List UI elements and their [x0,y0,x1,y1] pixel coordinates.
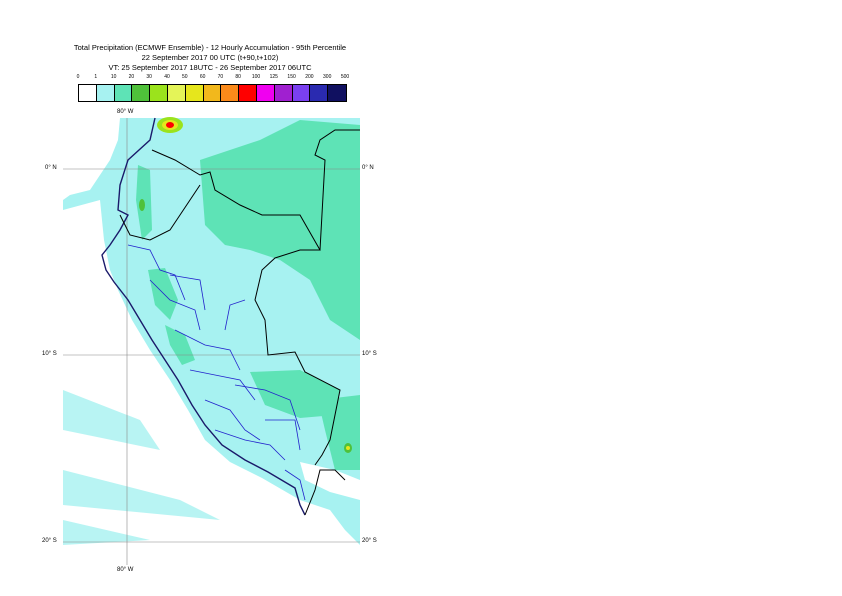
lat-label-20s-right: 20° S [362,538,377,544]
lat-label-10s-right: 10° S [362,351,377,357]
legend-swatch [132,85,151,101]
legend-tick: 80 [235,74,241,80]
lon-label-bottom: 80° W [117,567,134,573]
lat-label-eq-left: 0° N [45,165,57,171]
legend-tick: 200 [305,74,314,80]
legend-tick: 150 [287,74,296,80]
legend-tick-labels: 0 1 10 20 30 40 50 60 70 80 100 125 150 200 300 500 [0,74,842,84]
legend-swatch [150,85,168,101]
lat-label-eq-right: 0° N [362,165,374,171]
legend-tick: 10 [110,74,117,80]
legend-swatch [310,85,329,101]
legend-swatch [328,85,346,101]
legend-tick: 20 [128,74,135,80]
lon-label-top: 80° W [117,109,134,115]
legend-tick: 70 [217,74,224,80]
lat-label-20s-left: 20° S [42,538,57,544]
coastline [101,117,306,516]
precipitation-legend [78,84,347,102]
legend-swatch [79,85,97,101]
legend-swatch [203,85,222,101]
valid-time: VT: 25 September 2017 18UTC - 26 Septemb… [108,63,312,72]
legend-swatch [274,85,293,101]
legend-tick: 30 [146,74,152,80]
moderate-precip-areas [136,120,360,470]
intense-precip-spots [139,117,352,453]
legend-swatch [292,85,311,101]
legend-swatch [256,85,275,101]
legend-tick: 50 [182,74,188,80]
legend-tick: 125 [269,74,278,80]
national-borders [119,129,360,516]
legend-tick: 100 [251,74,261,80]
ocean-streaks [63,390,220,545]
legend-swatch [221,85,240,101]
legend-tick: 300 [323,74,332,80]
legend-swatch [114,85,133,101]
legend-tick: 0 [76,74,80,80]
legend-tick: 40 [164,74,170,80]
legend-tick: 60 [199,74,206,80]
graticule [63,118,360,565]
admin-boundaries [127,244,306,501]
legend-swatch [185,85,204,101]
dry-regions [63,118,360,565]
legend-tick: 500 [340,74,350,80]
forecast-base-time: 22 September 2017 00 UTC (t+90,t+102) [141,53,279,62]
legend-swatch [167,85,186,101]
map-title: Total Precipitation (ECMWF Ensemble) - 1… [73,43,347,52]
legend-swatch [96,85,115,101]
lat-label-10s-left: 10° S [42,351,57,357]
legend-swatch [239,85,257,101]
legend-tick: 1 [94,74,98,80]
